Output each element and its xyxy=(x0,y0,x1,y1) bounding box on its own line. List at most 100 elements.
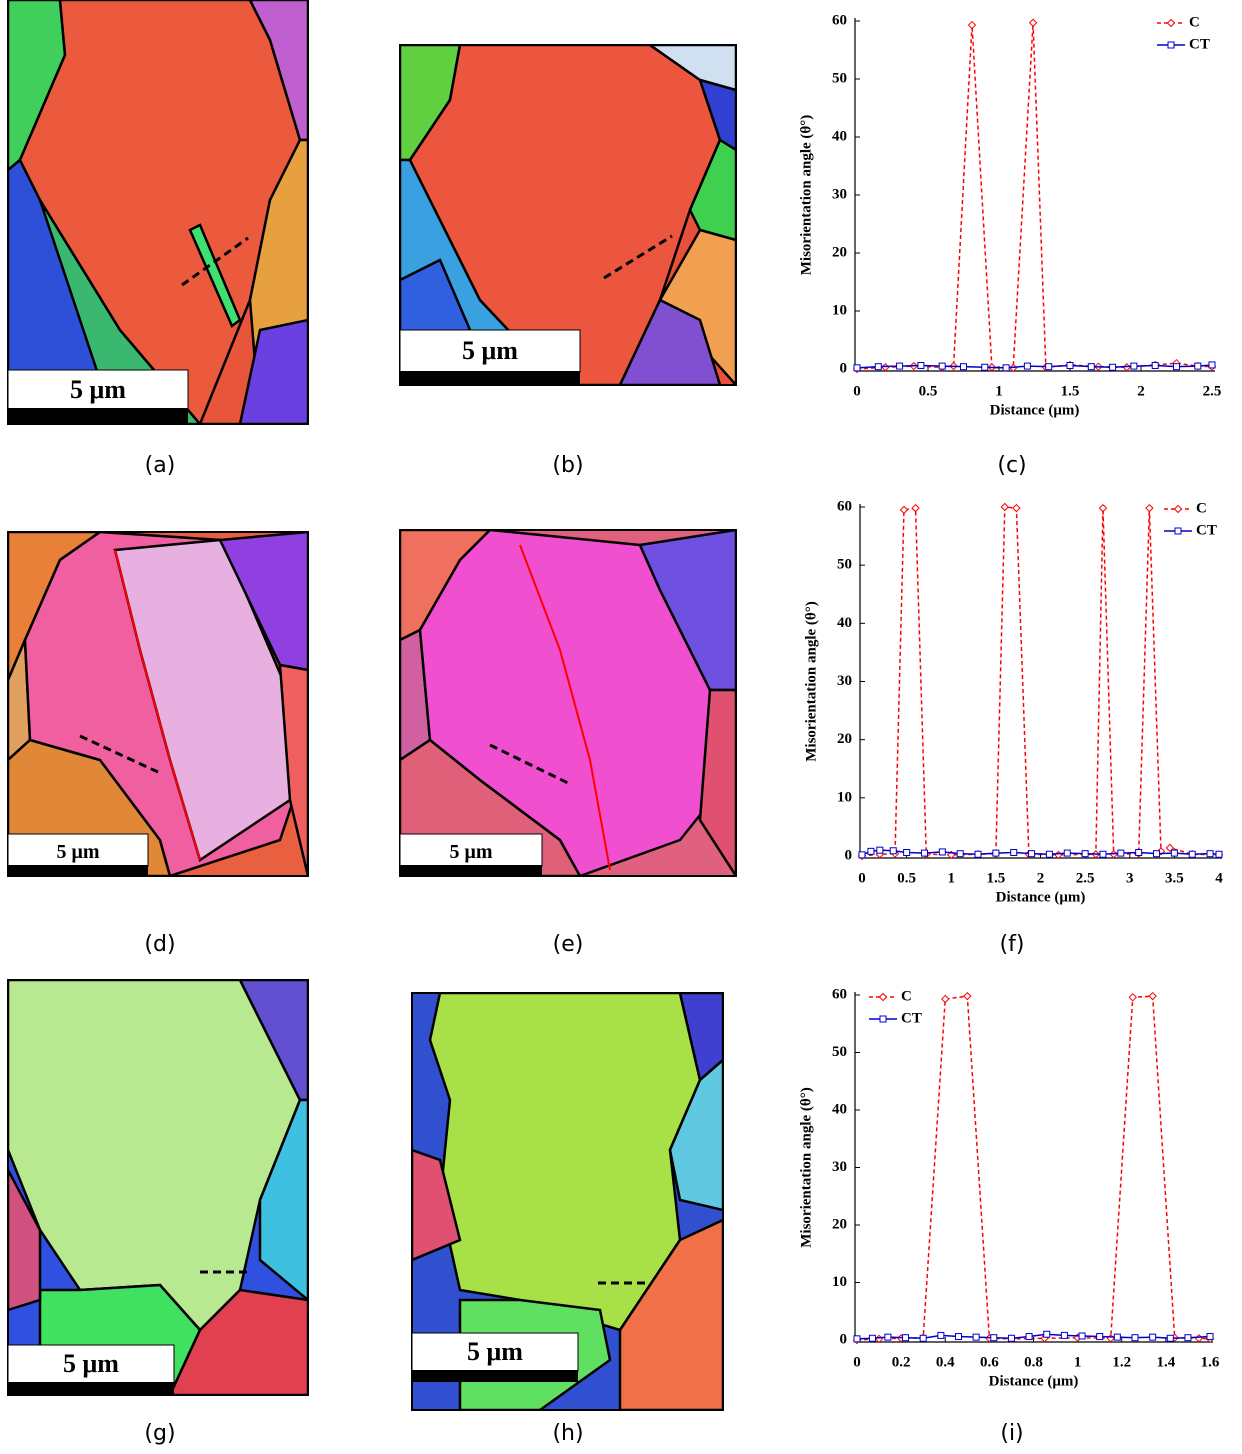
point xyxy=(1208,361,1216,369)
y-tick-label: 0 xyxy=(840,1331,848,1347)
point xyxy=(960,363,967,371)
y-tick-label: 40 xyxy=(832,128,847,144)
point xyxy=(941,994,950,1004)
point xyxy=(1135,849,1143,857)
y-tick-label: 20 xyxy=(837,731,852,747)
ebsd-map xyxy=(8,980,308,1395)
y-tick-label: 0 xyxy=(845,847,853,863)
point xyxy=(1188,850,1196,858)
y-tick-label: 30 xyxy=(832,186,847,202)
point xyxy=(919,1334,927,1342)
legend-marker xyxy=(1174,527,1182,535)
x-tick-label: 0.8 xyxy=(1024,1354,1043,1370)
legend-marker xyxy=(878,992,888,1002)
x-tick-label: 3 xyxy=(1126,870,1134,886)
point xyxy=(1173,363,1180,371)
scale-bar: 5 μm xyxy=(411,1332,579,1382)
point xyxy=(1028,850,1036,858)
point xyxy=(1117,849,1125,857)
y-axis-label: Misorientation angle (θ°) xyxy=(798,1087,814,1247)
y-axis-label: Misorientation angle (θ°) xyxy=(803,601,819,761)
ebsd-map xyxy=(8,532,308,876)
panel-label: (c) xyxy=(997,453,1026,478)
x-axis-label: Distance (μm) xyxy=(990,402,1080,418)
x-tick-label: 4 xyxy=(1215,870,1223,886)
scale-bar-label: 5 μm xyxy=(70,375,126,404)
point xyxy=(992,849,1000,857)
point xyxy=(1043,1330,1051,1338)
y-tick-label: 40 xyxy=(837,615,852,631)
panel-label: (d) xyxy=(144,932,175,957)
x-tick-label: 2.5 xyxy=(1076,870,1095,886)
x-tick-label: 0 xyxy=(853,1354,861,1370)
point xyxy=(1130,362,1138,370)
point xyxy=(853,364,861,372)
point xyxy=(899,505,909,515)
point xyxy=(1000,502,1010,512)
point xyxy=(1098,503,1108,513)
point xyxy=(903,849,911,857)
y-tick-label: 30 xyxy=(837,673,852,689)
x-tick-label: 0.5 xyxy=(897,870,916,886)
point xyxy=(1045,850,1053,858)
point xyxy=(938,848,946,856)
point xyxy=(896,362,904,370)
scale-bar-label: 5 μm xyxy=(63,1349,119,1378)
series-line xyxy=(856,364,1213,369)
x-tick-label: 1.5 xyxy=(1061,383,1080,399)
x-axis-label: Distance (μm) xyxy=(996,889,1086,905)
x-tick-label: 0.4 xyxy=(936,1354,955,1370)
point xyxy=(1206,1333,1214,1341)
scale-bar-label: 5 μm xyxy=(57,841,100,863)
y-tick-label: 40 xyxy=(832,1101,847,1117)
point xyxy=(1106,1334,1115,1343)
x-tick-label: 0 xyxy=(858,870,866,886)
point xyxy=(1113,1333,1121,1341)
y-tick-label: 0 xyxy=(840,360,848,376)
x-tick-label: 2 xyxy=(1037,870,1045,886)
x-tick-label: 2 xyxy=(1137,383,1145,399)
point xyxy=(1007,1334,1015,1342)
point xyxy=(954,1333,962,1341)
y-tick-label: 50 xyxy=(837,557,852,573)
scale-bar-label: 5 μm xyxy=(450,841,493,863)
scale-bar: 5 μm xyxy=(7,1344,175,1395)
point xyxy=(1010,849,1018,857)
panel-label: (e) xyxy=(553,932,584,957)
point xyxy=(1078,1332,1086,1340)
y-tick-label: 60 xyxy=(837,498,852,514)
point xyxy=(972,1333,980,1341)
point xyxy=(902,1334,910,1342)
scale-bar: 5 μm xyxy=(7,833,149,876)
legend-marker xyxy=(1166,18,1176,28)
scale-bar: 5 μm xyxy=(399,833,543,876)
y-tick-label: 10 xyxy=(832,302,847,318)
point xyxy=(1066,362,1074,370)
point xyxy=(920,849,928,857)
x-tick-label: 0.5 xyxy=(919,383,938,399)
x-tick-label: 1 xyxy=(948,870,956,886)
x-tick-label: 0.2 xyxy=(892,1354,911,1370)
point xyxy=(868,1334,876,1342)
point xyxy=(1131,1334,1139,1342)
y-tick-label: 60 xyxy=(832,986,847,1002)
ebsd-map xyxy=(8,0,308,424)
point xyxy=(889,847,897,855)
x-axis-label: Distance (μm) xyxy=(989,1373,1079,1389)
series-line xyxy=(861,506,1220,857)
point xyxy=(1109,363,1117,371)
point xyxy=(1194,362,1202,370)
scale-bar: 5 μm xyxy=(7,369,189,424)
legend-label: CT xyxy=(1189,36,1210,52)
point xyxy=(867,847,875,855)
panel-label: (a) xyxy=(145,453,176,478)
x-tick-label: 2.5 xyxy=(1203,383,1222,399)
series-line xyxy=(861,849,1220,856)
point xyxy=(858,851,866,859)
point xyxy=(990,1334,998,1342)
point xyxy=(1149,1333,1157,1341)
point xyxy=(1002,364,1010,372)
point xyxy=(963,991,972,1001)
